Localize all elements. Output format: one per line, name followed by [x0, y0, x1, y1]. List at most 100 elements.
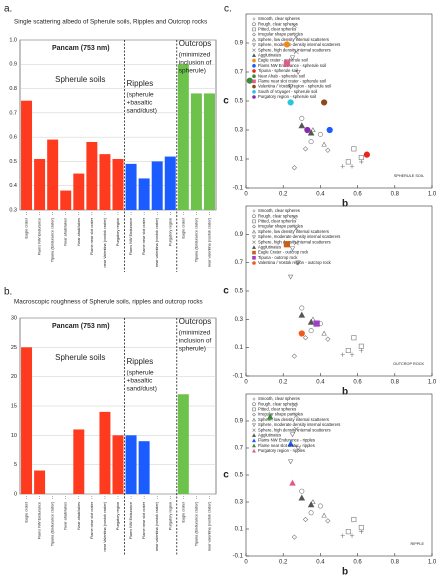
- x-tick-label: near Valentina (vostok crater): [103, 217, 107, 267]
- y-tick-label: 5: [14, 462, 17, 468]
- point: [317, 131, 323, 137]
- legend-label: Flame near slot crater - ripples: [258, 443, 315, 448]
- point: [321, 141, 327, 147]
- legend-marker: [252, 397, 256, 401]
- x-tick-label: 0.2: [279, 192, 288, 198]
- point: [293, 226, 299, 232]
- point: [289, 55, 296, 61]
- x-tick-label: Near ahab/lakes: [77, 218, 81, 246]
- legend-marker: [252, 407, 256, 412]
- point: [291, 353, 297, 359]
- y-tick-label: 0.7: [235, 446, 244, 452]
- x-tick-label: Flame near slot crater: [142, 501, 146, 539]
- x-tick-label: 0: [244, 380, 248, 386]
- legend-marker: [252, 58, 256, 63]
- y-axis-label: c: [223, 96, 229, 107]
- bar: [21, 347, 33, 494]
- y-tick-label: 0.3: [9, 207, 17, 213]
- legend-label: Near Ahab - spherule soil: [258, 73, 305, 78]
- point: [351, 146, 357, 152]
- point: [287, 99, 294, 106]
- legend-marker: [251, 229, 257, 234]
- legend-marker: [252, 27, 256, 32]
- legend-marker: [251, 443, 257, 448]
- x-tick-label: 0.6: [353, 192, 362, 198]
- bar: [164, 156, 176, 210]
- point: [349, 352, 355, 357]
- point: [351, 335, 357, 341]
- legend-marker: [251, 423, 257, 428]
- y-tick-label: 0.9: [9, 62, 17, 68]
- legend-label: Rough, clear spheres: [258, 21, 298, 26]
- legend-marker: [252, 48, 256, 52]
- legend-label: Flams NW Endurance - spherule soil: [258, 63, 326, 68]
- bar: [86, 142, 98, 210]
- x-tick-label: 0.4: [316, 380, 325, 386]
- point: [317, 503, 323, 509]
- x-axis-label: b: [342, 387, 348, 398]
- panel-label: b.: [4, 287, 12, 298]
- x-tick-label: Flame near slot crater: [142, 217, 146, 255]
- panel-label: c.: [224, 4, 232, 15]
- y-tick-label: 0.9: [235, 232, 244, 238]
- legend-marker: [251, 235, 257, 240]
- group-label: sand/dust): [127, 108, 157, 115]
- group-label: spherule): [179, 68, 206, 75]
- legend-label: Pitted, clear spheres: [258, 219, 296, 224]
- bar: [125, 163, 137, 210]
- legend-marker: [252, 74, 256, 78]
- point: [293, 426, 299, 432]
- point: [359, 348, 364, 353]
- group-label: Spherule soils: [55, 353, 105, 362]
- y-tick-label: -0.1: [233, 186, 244, 192]
- bar: [203, 93, 215, 210]
- bar: [177, 64, 189, 211]
- x-tick-label: Purgatory region: [116, 502, 120, 530]
- point: [293, 413, 299, 419]
- x-tick-label: near valentina (vostok crater): [207, 501, 211, 551]
- point: [307, 318, 315, 325]
- legend-label: Valentina / Vostok region - spherule soi…: [258, 84, 331, 89]
- x-tick-label: Tipuna (Endurance crater): [194, 501, 198, 546]
- bar: [112, 159, 124, 210]
- legend-label: Sphere, moderate density internal scatte…: [258, 234, 340, 239]
- x-tick-label: Flams NW Endurance: [38, 218, 42, 255]
- x-tick-label: Eagle crater: [25, 501, 29, 522]
- x-tick-label: 0.2: [279, 560, 288, 566]
- y-tick-label: 0.1: [235, 345, 244, 351]
- point: [298, 494, 306, 501]
- x-tick-label: 0.6: [353, 560, 362, 566]
- x-tick-label: Eagle crater: [181, 501, 185, 522]
- y-tick-label: 0: [14, 491, 17, 497]
- bar: [34, 159, 46, 210]
- y-tick-label: 0.5: [9, 159, 17, 165]
- x-axis-label: b: [342, 567, 348, 578]
- legend-marker: [252, 69, 256, 73]
- legend-label: Sphere, low density internal scatterers: [258, 37, 329, 42]
- x-tick-label: Flams NW Endurance: [129, 218, 133, 255]
- y-tick-label: 0.6: [9, 135, 17, 141]
- point: [340, 164, 345, 169]
- point: [359, 529, 364, 534]
- point: [293, 240, 299, 246]
- legend-marker: [251, 438, 257, 443]
- legend-marker: [252, 22, 256, 27]
- point: [308, 139, 314, 145]
- group-label: (spherule: [127, 92, 154, 99]
- point: [287, 84, 294, 90]
- x-tick-label: Near ahab/lakes: [64, 502, 68, 530]
- legend-label: Irregular shape particles: [258, 224, 303, 229]
- point: [291, 23, 297, 29]
- y-tick-label: 0.9: [235, 41, 244, 47]
- y-tick-label: 20: [11, 374, 17, 380]
- legend-label: Valentina / Vostok region - outcrop rock: [258, 260, 332, 265]
- group-label: (spherule: [127, 370, 154, 377]
- legend-label: Eagle Crater - outcrop rock: [258, 250, 309, 255]
- x-tick-label: Purgatory region: [168, 502, 172, 530]
- point: [358, 155, 364, 161]
- bar: [190, 93, 202, 210]
- y-tick-label: 0.8: [9, 86, 17, 92]
- point: [345, 347, 351, 353]
- legend-marker: [251, 245, 257, 249]
- point: [321, 99, 328, 106]
